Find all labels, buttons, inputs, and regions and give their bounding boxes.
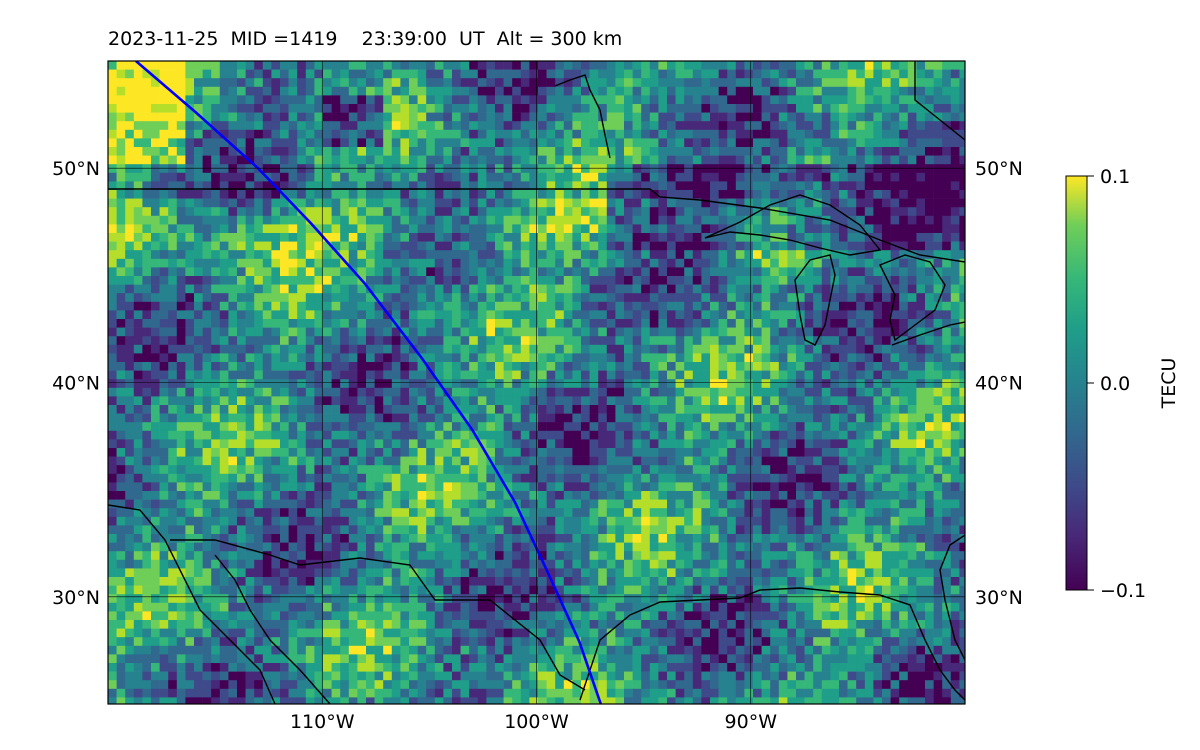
- florida-coast: [939, 534, 965, 661]
- lat-tick-label-left: 40°N: [52, 373, 100, 395]
- lat-tick-label-left: 30°N: [52, 587, 100, 609]
- gulf-coast: [579, 587, 965, 701]
- map-frame: [107, 60, 966, 705]
- baja-coast: [108, 504, 276, 704]
- latitude-axis: 50°N 50°N 40°N 40°N 30°N 30°N: [52, 158, 1023, 609]
- lon-tick-label: 110°W: [290, 711, 355, 733]
- title-time: 23:39:00 UT: [361, 28, 485, 50]
- lat-tick-label-left: 50°N: [52, 158, 100, 180]
- lon-tick-label: 90°W: [725, 711, 778, 733]
- hudson-coast: [914, 61, 965, 141]
- northern-coast: [554, 74, 611, 159]
- lake-superior: [704, 194, 882, 256]
- colorbar-tick-label: 0.0: [1100, 373, 1130, 395]
- coastlines: [108, 61, 965, 704]
- tec-heatmap: [108, 61, 965, 704]
- colorbar-gradient: [1065, 175, 1088, 591]
- title-mid: MID =1419: [230, 28, 338, 50]
- colorbar-ticks: 0.1 0.0 −0.1: [1087, 166, 1146, 602]
- colorbar-tick-label: −0.1: [1100, 580, 1146, 602]
- us-mexico-border: [170, 539, 586, 691]
- gridlines: [108, 61, 965, 704]
- colorbar: 0.1 0.0 −0.1 TECU: [1065, 166, 1180, 602]
- lat-tick-label-right: 40°N: [975, 373, 1023, 395]
- lake-michigan: [794, 254, 836, 346]
- lake-huron: [879, 254, 946, 342]
- lat-tick-label-right: 50°N: [975, 158, 1023, 180]
- lat-tick-label-right: 30°N: [975, 587, 1023, 609]
- title-date: 2023-11-25: [108, 28, 219, 50]
- lon-tick-label: 100°W: [504, 711, 569, 733]
- colorbar-tick-label: 0.1: [1100, 166, 1130, 188]
- satellite-track: [135, 61, 603, 704]
- us-canada-border: [108, 188, 965, 263]
- map-title: 2023-11-25 MID =1419 23:39:00 UT Alt = 3…: [108, 28, 622, 50]
- longitude-axis: 110°W 100°W 90°W: [290, 711, 777, 733]
- lake-erie: [891, 321, 965, 346]
- gulf-of-california: [214, 554, 331, 704]
- colorbar-label: TECU: [1158, 358, 1180, 410]
- title-alt: Alt = 300 km: [496, 28, 623, 50]
